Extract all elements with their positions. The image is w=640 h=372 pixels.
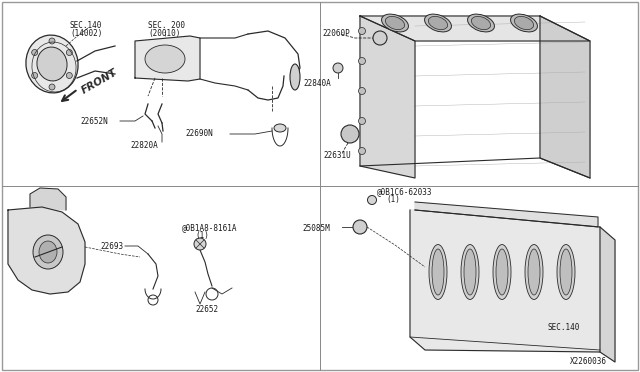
Text: (20010): (20010) (148, 29, 180, 38)
Text: 22652: 22652 (195, 305, 218, 314)
Circle shape (333, 63, 343, 73)
Circle shape (67, 73, 72, 78)
Ellipse shape (515, 16, 534, 30)
Text: FRONT: FRONT (80, 67, 120, 96)
Circle shape (358, 28, 365, 35)
Ellipse shape (511, 14, 538, 32)
Polygon shape (135, 36, 200, 81)
Circle shape (31, 49, 38, 55)
Text: (1): (1) (386, 195, 400, 204)
Ellipse shape (496, 249, 508, 295)
Text: 22840A: 22840A (303, 79, 331, 88)
Ellipse shape (432, 249, 444, 295)
Polygon shape (600, 227, 615, 362)
Polygon shape (8, 207, 85, 294)
Circle shape (353, 220, 367, 234)
Circle shape (373, 31, 387, 45)
Circle shape (358, 148, 365, 154)
Ellipse shape (274, 124, 286, 132)
Ellipse shape (26, 35, 78, 93)
Ellipse shape (525, 244, 543, 299)
Circle shape (67, 49, 72, 55)
Ellipse shape (557, 244, 575, 299)
Text: @0B1C6-62033: @0B1C6-62033 (377, 187, 433, 196)
Ellipse shape (461, 244, 479, 299)
Ellipse shape (381, 14, 408, 32)
Ellipse shape (464, 249, 476, 295)
Circle shape (358, 87, 365, 94)
Ellipse shape (39, 241, 57, 263)
Text: 22652N: 22652N (80, 117, 108, 126)
Polygon shape (540, 16, 590, 178)
Ellipse shape (428, 16, 447, 30)
Ellipse shape (290, 64, 300, 90)
Polygon shape (30, 188, 66, 210)
Ellipse shape (37, 47, 67, 81)
Text: X2260036: X2260036 (570, 357, 607, 366)
Circle shape (194, 238, 206, 250)
Text: 22690N: 22690N (185, 129, 212, 138)
Circle shape (358, 58, 365, 64)
Polygon shape (410, 210, 600, 352)
Text: 22693: 22693 (100, 242, 123, 251)
Text: SEC. 200: SEC. 200 (148, 21, 185, 30)
Circle shape (31, 73, 38, 78)
Ellipse shape (528, 249, 540, 295)
Ellipse shape (472, 16, 491, 30)
Ellipse shape (385, 16, 404, 30)
Text: SEC.140: SEC.140 (70, 21, 102, 30)
Circle shape (341, 125, 359, 143)
Ellipse shape (468, 14, 495, 32)
Text: SEC.140: SEC.140 (548, 323, 580, 332)
Text: 25085M: 25085M (302, 224, 330, 233)
Polygon shape (360, 16, 415, 178)
Text: 22060P: 22060P (322, 29, 349, 38)
Circle shape (367, 196, 376, 205)
Circle shape (49, 38, 55, 44)
Text: 22631U: 22631U (323, 151, 351, 160)
Ellipse shape (493, 244, 511, 299)
Circle shape (49, 84, 55, 90)
Polygon shape (360, 16, 590, 41)
Ellipse shape (33, 235, 63, 269)
Text: (1): (1) (195, 231, 209, 240)
Ellipse shape (424, 14, 451, 32)
Ellipse shape (560, 249, 572, 295)
Polygon shape (415, 202, 598, 227)
Ellipse shape (429, 244, 447, 299)
Circle shape (358, 118, 365, 125)
Text: 22820A: 22820A (130, 141, 157, 150)
Ellipse shape (145, 45, 185, 73)
Text: @0B1A8-8161A: @0B1A8-8161A (182, 223, 237, 232)
Text: (14002): (14002) (70, 29, 102, 38)
